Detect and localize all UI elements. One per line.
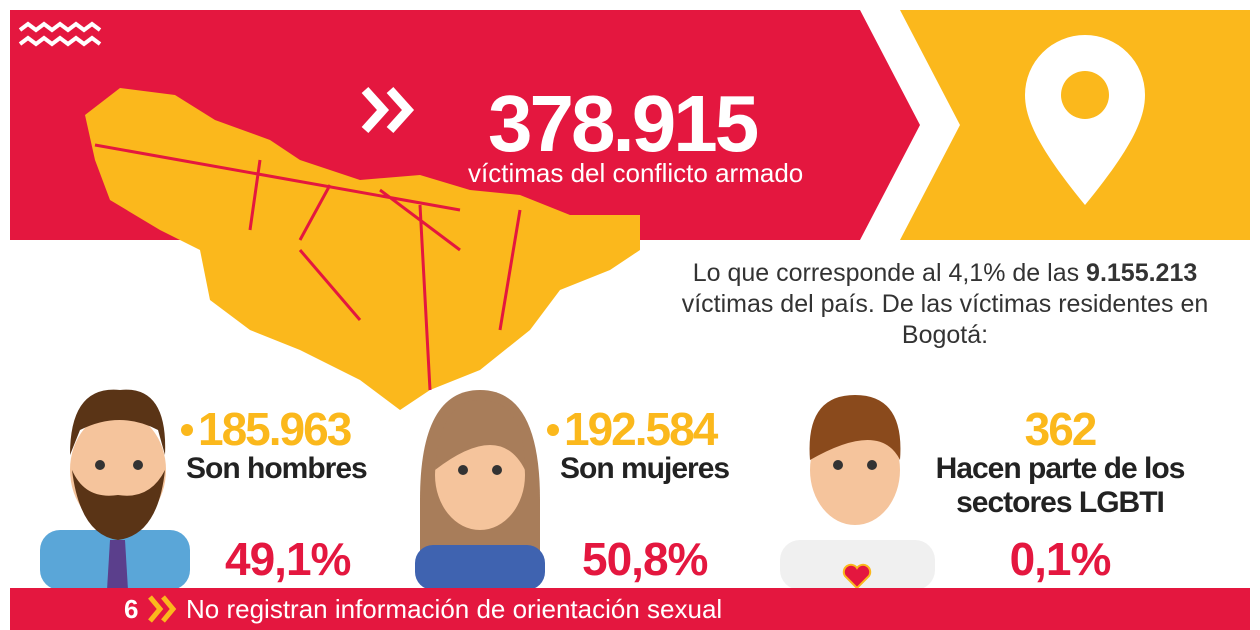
- map-borders: [94, 143, 522, 391]
- intro-highlight: 9.155.213: [1086, 259, 1198, 287]
- count: 192.584: [564, 403, 718, 455]
- share: 0,1%: [1009, 533, 1112, 585]
- share: 50,8%: [582, 533, 708, 585]
- intro: Lo que corresponde al 4,1% de las 9.155.…: [660, 258, 1230, 351]
- intro-text: Lo que corresponde al 4,1% de las: [692, 259, 1087, 287]
- pin-hole: [1061, 71, 1109, 119]
- label: Hacen parte de los sectores LGBTI: [935, 452, 1186, 519]
- total: 378.915: [488, 79, 759, 168]
- count: 185.963: [198, 403, 352, 455]
- lgbti-figure: [780, 395, 935, 590]
- bullet: [547, 424, 559, 436]
- count: 362: [1024, 403, 1098, 455]
- footer-chevron: [148, 595, 177, 623]
- intro-text: víctimas del país. De las víctimas resid…: [681, 290, 1209, 349]
- bullet: [181, 424, 193, 436]
- footer-text: No registran información de orientación …: [186, 594, 723, 624]
- footer-count: 6: [124, 594, 139, 624]
- label: Son mujeres: [560, 452, 730, 485]
- pin-icon: [1025, 35, 1145, 205]
- man-figure: [40, 389, 190, 590]
- chevron-icon: [361, 86, 415, 134]
- chevron-divider: [860, 10, 960, 240]
- share: 49,1%: [225, 533, 351, 585]
- woman-figure: [415, 390, 545, 590]
- wave-decoration: [18, 21, 102, 47]
- label: Son hombres: [186, 452, 368, 485]
- subtitle: víctimas del conflicto armado: [468, 158, 804, 188]
- footer-bar: [10, 588, 1250, 630]
